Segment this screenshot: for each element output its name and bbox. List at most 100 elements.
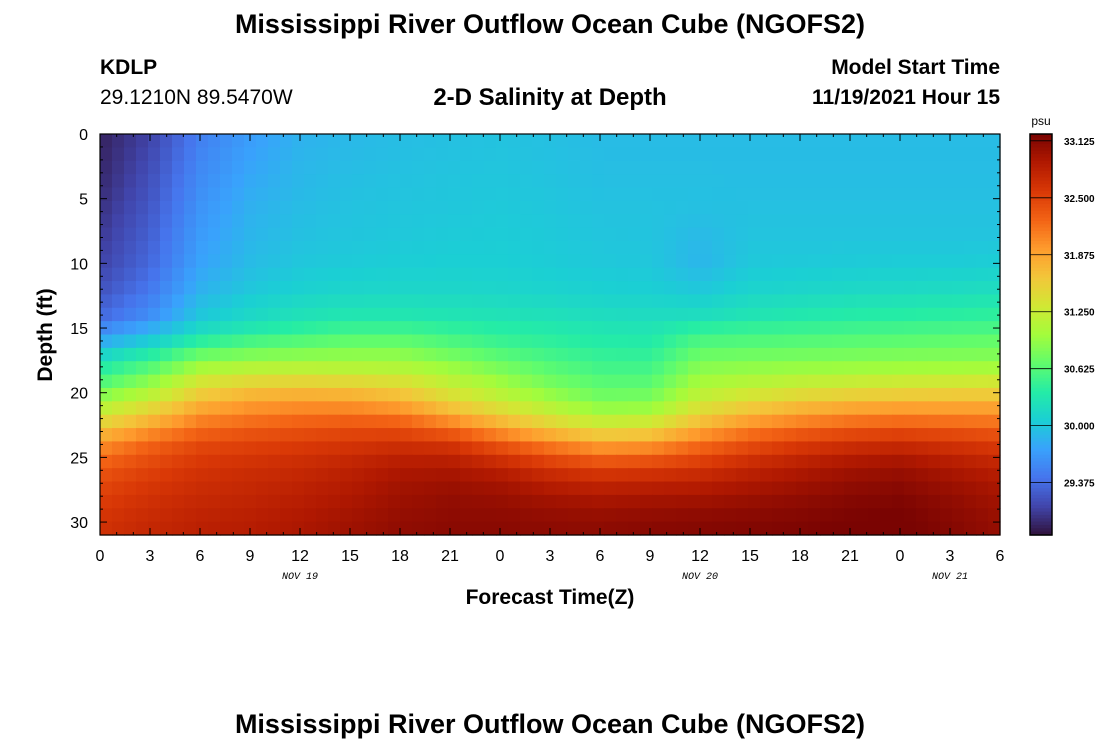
heatmap-cell xyxy=(328,494,341,509)
heatmap-cell xyxy=(316,508,329,523)
heatmap-cell xyxy=(196,334,209,349)
heatmap-cell xyxy=(556,414,569,429)
colorbar-segment xyxy=(1030,321,1052,326)
heatmap-cell xyxy=(820,387,833,402)
heatmap-cell xyxy=(256,134,269,148)
heatmap-cell xyxy=(340,227,353,242)
heatmap-cell xyxy=(892,160,905,175)
heatmap-cell xyxy=(976,187,989,202)
heatmap-cell xyxy=(412,521,425,536)
heatmap-cell xyxy=(268,214,281,229)
heatmap-cell xyxy=(664,321,677,336)
heatmap-cell xyxy=(592,174,605,189)
heatmap-cell xyxy=(916,347,929,362)
heatmap-cell xyxy=(988,294,1001,309)
colorbar-segment xyxy=(1030,344,1052,349)
heatmap-cell xyxy=(268,147,281,162)
heatmap-cell xyxy=(688,494,701,509)
heatmap-cell xyxy=(532,428,545,443)
colorbar-segment xyxy=(1030,317,1052,322)
heatmap-cell xyxy=(196,174,209,189)
heatmap-cell xyxy=(436,147,449,162)
heatmap-cell xyxy=(400,468,413,483)
heatmap-cell xyxy=(448,187,461,202)
heatmap-cell xyxy=(784,361,797,376)
heatmap-cell xyxy=(448,321,461,336)
heatmap-cell xyxy=(544,321,557,336)
heatmap-cell xyxy=(952,361,965,376)
heatmap-cell xyxy=(112,267,125,282)
heatmap-cell xyxy=(640,481,653,496)
heatmap-cell xyxy=(316,428,329,443)
colorbar-segment xyxy=(1030,481,1052,486)
heatmap-cell xyxy=(964,240,977,255)
heatmap-cell xyxy=(676,227,689,242)
heatmap-cell xyxy=(352,240,365,255)
heatmap-cell xyxy=(592,147,605,162)
heatmap-cell xyxy=(388,281,401,295)
heatmap-cell xyxy=(160,361,173,376)
heatmap-cell xyxy=(244,494,257,509)
heatmap-cell xyxy=(220,387,233,402)
heatmap-cell xyxy=(376,334,389,349)
heatmap-cell xyxy=(448,281,461,295)
heatmap-cell xyxy=(988,267,1001,282)
heatmap-cell xyxy=(544,508,557,523)
heatmap-cell xyxy=(724,160,737,175)
heatmap-cell xyxy=(136,227,149,242)
heatmap-cell xyxy=(568,521,581,536)
heatmap-cell xyxy=(688,200,701,215)
x-tick-label: 15 xyxy=(741,548,759,565)
heatmap-cell xyxy=(604,200,617,215)
heatmap-cell xyxy=(424,428,437,443)
heatmap-cell xyxy=(928,281,941,295)
heatmap-cell xyxy=(856,468,869,483)
heatmap-cell xyxy=(652,134,665,148)
heatmap-cell xyxy=(448,508,461,523)
heatmap-cell xyxy=(988,227,1001,242)
heatmap-cell xyxy=(820,481,833,496)
x-tick-label: 15 xyxy=(341,548,359,565)
heatmap-cell xyxy=(940,468,953,483)
heatmap-cell xyxy=(880,481,893,496)
heatmap-cell xyxy=(184,334,197,349)
heatmap-cell xyxy=(772,428,785,443)
heatmap-cell xyxy=(592,414,605,429)
x-tick-label: 6 xyxy=(196,548,205,565)
heatmap-cell xyxy=(208,240,221,255)
heatmap-cell xyxy=(172,294,185,309)
heatmap-cell xyxy=(676,374,689,389)
heatmap-cell xyxy=(316,187,329,202)
heatmap-cell xyxy=(460,361,473,376)
heatmap-cell xyxy=(304,361,317,376)
heatmap-cell xyxy=(784,414,797,429)
heatmap-cell xyxy=(508,387,521,402)
heatmap-cell xyxy=(100,374,113,389)
heatmap-cell xyxy=(688,240,701,255)
colorbar-segment xyxy=(1030,314,1052,319)
heatmap-cell xyxy=(520,521,533,536)
heatmap-cell xyxy=(568,160,581,175)
heatmap-cell xyxy=(256,508,269,523)
heatmap-cell xyxy=(964,214,977,229)
heatmap-cell xyxy=(868,160,881,175)
heatmap-cell xyxy=(244,174,257,189)
heatmap-cell xyxy=(616,334,629,349)
heatmap-cell xyxy=(196,468,209,483)
heatmap-cell xyxy=(484,134,497,148)
heatmap-cell xyxy=(148,134,161,148)
heatmap-cell xyxy=(964,441,977,456)
heatmap-cell xyxy=(964,508,977,523)
heatmap-cell xyxy=(736,294,749,309)
heatmap-cell xyxy=(112,160,125,175)
heatmap-cell xyxy=(448,481,461,496)
heatmap-cell xyxy=(112,254,125,269)
heatmap-cell xyxy=(160,160,173,175)
heatmap-cell xyxy=(808,227,821,242)
heatmap-cell xyxy=(976,267,989,282)
heatmap-cell xyxy=(160,521,173,536)
heatmap-cell xyxy=(772,347,785,362)
heatmap-cell xyxy=(724,494,737,509)
colorbar-segment xyxy=(1030,334,1052,339)
colorbar-segment xyxy=(1030,408,1052,412)
